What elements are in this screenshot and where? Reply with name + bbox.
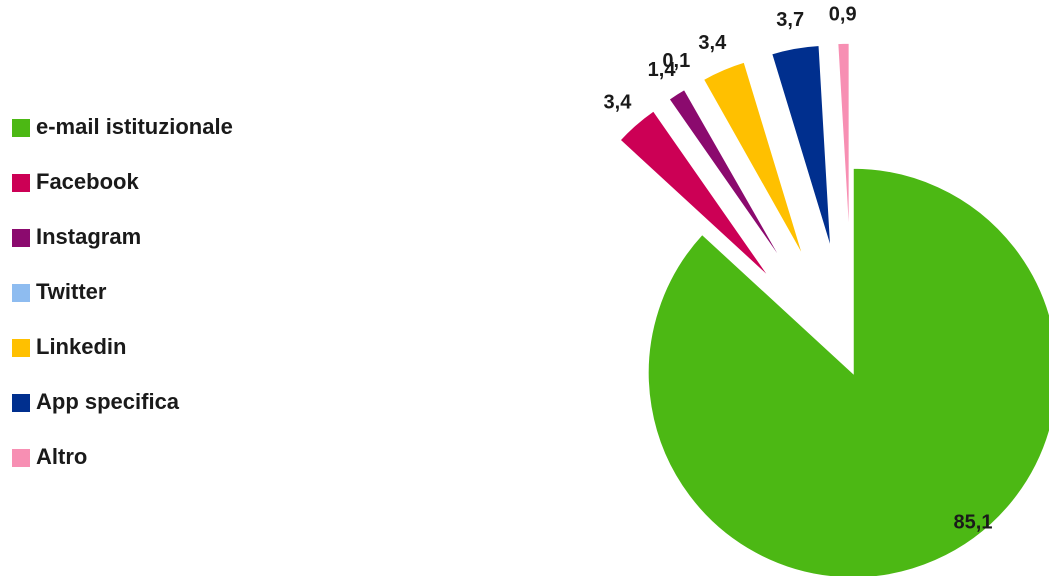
legend-label: Altro: [36, 444, 87, 469]
pie-slice: [618, 109, 772, 280]
data-label: 1,4: [648, 59, 677, 81]
legend-label: Linkedin: [36, 334, 126, 359]
legend-swatch: [12, 229, 30, 247]
legend-label: App specifica: [36, 389, 180, 414]
pie-slice: [702, 60, 805, 259]
legend-swatch: [12, 284, 30, 302]
legend-swatch: [12, 119, 30, 137]
pie-slice: [836, 42, 851, 249]
legend-label: Instagram: [36, 224, 141, 249]
legend-swatch: [12, 394, 30, 412]
legend-label: e-mail istituzionale: [36, 114, 233, 139]
pie-slice: [647, 167, 1049, 576]
pie-slice: [770, 44, 832, 251]
pie-slice: [688, 84, 792, 265]
data-label: 0,1: [662, 50, 690, 72]
legend-swatch: [12, 174, 30, 192]
legend-swatch: [12, 449, 30, 467]
data-label: 3,4: [698, 32, 727, 54]
data-label: 85,1: [954, 511, 993, 533]
legend-label: Facebook: [36, 169, 139, 194]
legend-label: Twitter: [36, 279, 107, 304]
data-label: 3,4: [604, 92, 633, 114]
data-label: 3,7: [776, 9, 804, 31]
pie-slice: [667, 88, 787, 268]
legend-swatch: [12, 339, 30, 357]
data-label: 0,9: [829, 3, 857, 25]
